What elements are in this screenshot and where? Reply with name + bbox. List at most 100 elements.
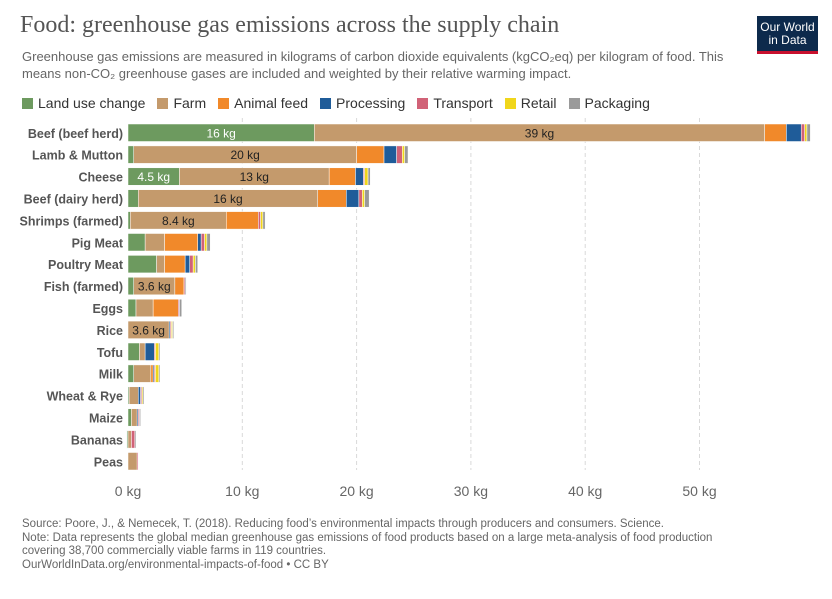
x-tick-label: 40 kg (568, 483, 602, 499)
bar-segment (139, 342, 146, 361)
bar-segment (806, 123, 811, 142)
data-label: 8.4 kg (162, 214, 195, 228)
data-label: 13 kg (240, 170, 269, 184)
bar-segment (764, 123, 787, 142)
data-label: 3.6 kg (138, 280, 171, 294)
bar-segment (786, 123, 802, 142)
bar-segment (135, 298, 154, 317)
bar-segment (134, 430, 137, 449)
bar-segment (383, 145, 397, 164)
data-label: 3.6 kg (132, 323, 165, 337)
category-label: Wheat & Rye (47, 390, 123, 404)
bar-segment (164, 233, 198, 252)
x-tick-label: 20 kg (339, 483, 373, 499)
legend-label: Farm (173, 95, 207, 111)
bar-segment (800, 123, 805, 142)
bar-segment (396, 145, 403, 164)
bar-segment (260, 211, 264, 230)
data-label: 39 kg (525, 126, 554, 140)
bar-segment (127, 452, 138, 471)
bar-segment (127, 189, 139, 208)
owid-logo[interactable]: Our World in Data (757, 16, 818, 54)
legend-item-4[interactable]: Transport (417, 95, 493, 111)
bar-segment (206, 233, 211, 252)
legend-swatch (320, 97, 332, 109)
legend-label: Retail (520, 95, 557, 111)
legend-label: Packaging (584, 95, 650, 111)
legend-item-0[interactable]: Land use change (22, 95, 145, 111)
bar-segment (158, 364, 161, 383)
legend-swatch (218, 97, 230, 109)
bar-segment (804, 123, 808, 142)
category-label: Tofu (97, 346, 123, 360)
bar-segment (142, 386, 145, 405)
bar-segment (355, 167, 364, 186)
category-label: Poultry Meat (48, 258, 124, 272)
bar-segment (127, 408, 132, 427)
bar-segment (127, 430, 132, 449)
bar-segment (155, 342, 160, 361)
chart-footer: Source: Poore, J., & Nemecek, T. (2018).… (22, 518, 812, 572)
bar-segment (195, 255, 198, 274)
bar-segment (204, 233, 208, 252)
legend-item-2[interactable]: Animal feed (218, 95, 308, 111)
bar-segment (200, 233, 205, 252)
category-label: Bananas (71, 433, 123, 447)
bar-segment (346, 189, 360, 208)
legend-swatch (504, 97, 516, 109)
chart-subtitle: Greenhouse gas emissions are measured in… (22, 49, 724, 81)
bar-segment (127, 233, 146, 252)
bar-segment (367, 167, 371, 186)
bar-segment (402, 145, 405, 164)
category-label: Cheese (79, 171, 124, 185)
bar-segment (158, 342, 161, 361)
legend-label: Land use change (38, 95, 146, 111)
bar-segment (155, 364, 160, 383)
bar-segment (164, 255, 186, 274)
data-label: 4.5 kg (137, 170, 170, 184)
data-label: 16 kg (206, 126, 235, 140)
legend-label: Animal feed (234, 95, 309, 111)
bar-segment (128, 386, 139, 405)
category-label: Shrimps (farmed) (20, 214, 124, 228)
bar-segment (179, 298, 182, 317)
data-label: 16 kg (213, 192, 242, 206)
bar-segment (127, 342, 140, 361)
bar-segment (127, 277, 134, 296)
legend-item-5[interactable]: Retail (504, 95, 557, 111)
category-label: Beef (beef herd) (28, 127, 123, 141)
bar-segment (317, 189, 347, 208)
data-note-line2: covering 38,700 commercially viable farm… (22, 545, 327, 557)
legend-item-6[interactable]: Packaging (568, 95, 650, 111)
bar-segment (136, 452, 139, 471)
chart-title: Food: greenhouse gas emissions across th… (20, 12, 560, 38)
bar-segment (184, 255, 190, 274)
bar-segment (127, 145, 134, 164)
category-label: Rice (97, 324, 123, 338)
bar-segment (404, 145, 409, 164)
bar-segment (328, 167, 356, 186)
category-label: Beef (dairy herd) (24, 192, 123, 206)
legend-item-1[interactable]: Farm (157, 95, 206, 111)
bar-segment (262, 211, 266, 230)
bar-segment (197, 233, 202, 252)
bar-segment (139, 408, 141, 427)
bar-segment (172, 320, 174, 339)
legend-swatch (157, 97, 169, 109)
category-label: Pig Meat (72, 236, 124, 250)
bar-segment (144, 233, 165, 252)
bar-segment (174, 277, 185, 296)
data-note-line1: Note: Data represents the global median … (22, 531, 713, 544)
category-label: Lamb & Mutton (32, 149, 123, 163)
bar-segment (258, 211, 261, 230)
legend-label: Processing (336, 95, 406, 111)
bar-chart: 0 kg 10 kg 20 kg 30 kg 40 kg 50 kg Beef (beef … (20, 118, 811, 499)
bar-segment (127, 298, 137, 317)
x-tick-label: 0 kg (115, 483, 141, 499)
bar-segment (127, 255, 157, 274)
source-url[interactable]: OurWorldInData.org/environmental-impacts… (22, 558, 329, 571)
legend-item-3[interactable]: Processing (320, 95, 405, 111)
bar-segment (364, 189, 370, 208)
legend-swatch (568, 97, 580, 109)
data-label: 20 kg (230, 148, 259, 162)
